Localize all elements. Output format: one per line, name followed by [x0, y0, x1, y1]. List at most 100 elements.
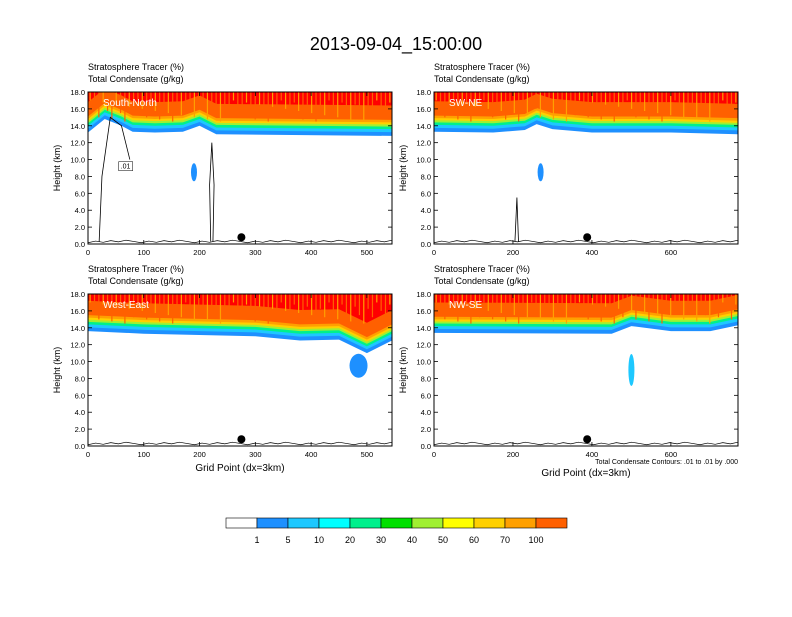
colorbar-swatch [318, 517, 351, 529]
y-axis-label: Height (km) [52, 145, 62, 192]
location-marker [583, 435, 592, 444]
y-tick-label: 0.0 [75, 442, 85, 451]
y-tick-label: 12.0 [416, 341, 431, 350]
plot-area [434, 294, 738, 446]
y-tick-label: 4.0 [421, 206, 431, 215]
colorbar-label: 20 [345, 535, 355, 545]
y-tick-label: 12.0 [70, 341, 85, 350]
x-tick-label: 400 [305, 450, 318, 459]
y-tick-label: 16.0 [70, 105, 85, 114]
x-tick-label: 0 [432, 450, 436, 459]
panel-title-2: Total Condensate (g/kg) [434, 276, 530, 286]
panel-label: SW-NE [449, 98, 482, 109]
x-tick-label: 100 [138, 450, 151, 459]
x-axis-label: Grid Point (dx=3km) [195, 463, 284, 474]
colorbar-swatch [349, 517, 382, 529]
y-tick-label: 6.0 [421, 391, 431, 400]
plot-frame [433, 293, 739, 447]
plot-area [88, 92, 392, 244]
panel-west-east: West-East Stratosphere Tracer (%) Total Co… [52, 264, 393, 474]
condensate-contour-deep [98, 116, 131, 242]
plot-area [88, 294, 392, 446]
colorbar-swatch [473, 517, 506, 529]
plot-frame [87, 91, 393, 245]
condensate-contour-surface [434, 441, 738, 446]
y-tick-label: 12.0 [70, 139, 85, 148]
y-tick-label: 14.0 [70, 324, 85, 333]
x-tick-label: 300 [249, 450, 262, 459]
tracer-blob [349, 353, 368, 378]
y-tick-label: 6.0 [421, 189, 431, 198]
plot-frame [433, 91, 739, 245]
colorbar-label: 100 [528, 535, 543, 545]
y-tick-label: 14.0 [70, 122, 85, 131]
panel-title-2: Total Condensate (g/kg) [434, 74, 530, 84]
colorbar-label: 60 [469, 535, 479, 545]
colorbar-label: 10 [314, 535, 324, 545]
x-tick-label: 200 [507, 248, 520, 257]
y-axis-label: Height (km) [398, 347, 408, 394]
panel-label: South-North [103, 98, 157, 109]
y-tick-label: 4.0 [75, 408, 85, 417]
x-tick-label: 0 [86, 450, 90, 459]
y-tick-label: 2.0 [421, 425, 431, 434]
colorbar-swatch [411, 517, 444, 529]
panel-label: West-East [103, 300, 149, 311]
y-tick-label: 2.0 [75, 223, 85, 232]
y-tick-label: 0.0 [421, 240, 431, 249]
panel-title-1: Stratosphere Tracer (%) [88, 62, 184, 72]
condensate-contour-surface [88, 239, 392, 244]
panel-title-2: Total Condensate (g/kg) [88, 74, 184, 84]
y-tick-label: 16.0 [416, 105, 431, 114]
colorbar-label: 70 [500, 535, 510, 545]
y-tick-label: 10.0 [70, 156, 85, 165]
y-tick-label: 18.0 [416, 88, 431, 97]
x-tick-label: 200 [193, 450, 206, 459]
panel-south-north: South-North .01 Stratosphere Tracer (%) Tot… [52, 62, 393, 257]
y-tick-label: 10.0 [70, 358, 85, 367]
colorbar-swatch [535, 517, 568, 529]
condensate-contour-surface [434, 239, 738, 244]
y-tick-label: 8.0 [421, 374, 431, 383]
contour-label-box [118, 161, 133, 171]
x-axis-label: Grid Point (dx=3km) [541, 468, 630, 479]
contour-label: .01 [121, 164, 131, 171]
tracer-blob [190, 163, 197, 182]
figure-title: 2013-09-04_15:00:00 [310, 34, 482, 55]
y-tick-label: 4.0 [75, 206, 85, 215]
x-tick-label: 600 [665, 450, 678, 459]
x-tick-label: 500 [361, 450, 374, 459]
y-tick-label: 18.0 [70, 88, 85, 97]
y-tick-label: 6.0 [75, 189, 85, 198]
colorbar-swatch [504, 517, 537, 529]
location-marker [583, 233, 592, 242]
condensate-contour-surface [88, 441, 392, 446]
colorbar-swatch [225, 517, 258, 529]
colorbar: 1 5 10 20 30 40 50 60 70 100 [225, 517, 568, 545]
x-tick-label: 500 [361, 248, 374, 257]
y-tick-label: 2.0 [75, 425, 85, 434]
colorbar-swatch [287, 517, 320, 529]
y-tick-label: 10.0 [416, 358, 431, 367]
y-tick-label: 18.0 [70, 290, 85, 299]
colorbar-swatch [380, 517, 413, 529]
y-tick-label: 8.0 [421, 172, 431, 181]
x-tick-label: 600 [665, 248, 678, 257]
plot-area [434, 92, 738, 244]
tracer-blob [628, 354, 635, 386]
y-tick-label: 16.0 [70, 307, 85, 316]
panel-title-1: Stratosphere Tracer (%) [434, 264, 530, 274]
x-tick-label: 0 [432, 248, 436, 257]
y-tick-label: 12.0 [416, 139, 431, 148]
panel-title-2: Total Condensate (g/kg) [88, 276, 184, 286]
y-tick-label: 4.0 [421, 408, 431, 417]
y-tick-label: 0.0 [75, 240, 85, 249]
colorbar-label: 40 [407, 535, 417, 545]
panel-title-1: Stratosphere Tracer (%) [88, 264, 184, 274]
colorbar-swatch [442, 517, 475, 529]
panel-sw-ne: SW-NE Stratosphere Tracer (%) Total Conden… [398, 62, 739, 257]
y-tick-label: 10.0 [416, 156, 431, 165]
y-tick-label: 16.0 [416, 307, 431, 316]
location-marker [237, 233, 246, 242]
